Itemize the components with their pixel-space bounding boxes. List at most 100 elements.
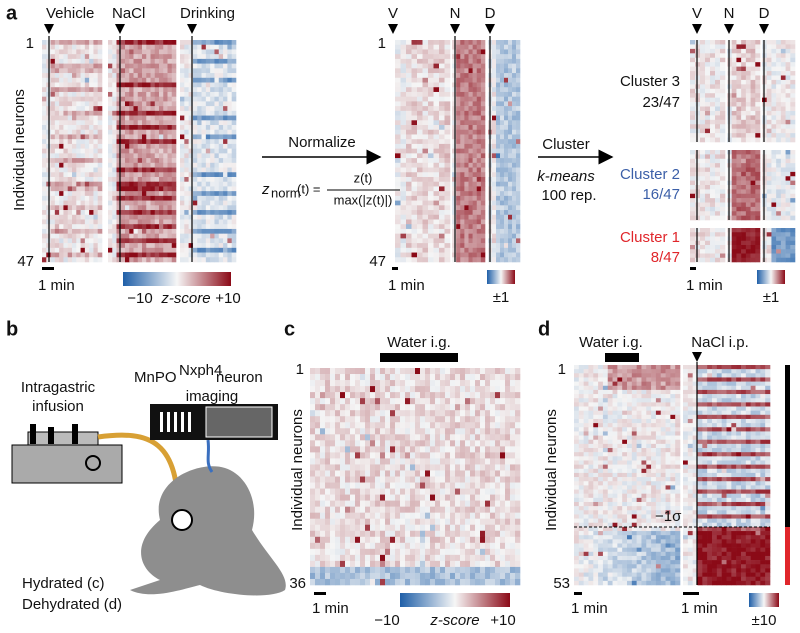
- heatmap-cell: [97, 143, 103, 149]
- heatmap-cell: [154, 96, 160, 102]
- heatmap-cell: [218, 120, 224, 126]
- heatmap-cell: [133, 134, 139, 140]
- heatmap-cell: [456, 143, 461, 149]
- heatmap-cell: [390, 422, 396, 429]
- heatmap-cell: [197, 49, 202, 55]
- heatmap-cell: [755, 102, 761, 107]
- heatmap-cell: [97, 257, 103, 263]
- heatmap-cell: [400, 238, 407, 244]
- heatmap-cell: [154, 219, 160, 225]
- heatmap-cell: [125, 257, 130, 263]
- heatmap-cell: [210, 238, 215, 244]
- heatmap-cell: [133, 73, 139, 79]
- heatmap-cell: [468, 68, 473, 74]
- heatmap-cell: [93, 106, 99, 112]
- heatmap-cell: [80, 257, 86, 263]
- heatmap-cell: [780, 79, 786, 85]
- heatmap-cell: [214, 210, 220, 216]
- heatmap-cell: [50, 238, 56, 244]
- heatmap-cell: [227, 148, 232, 154]
- heatmap-cell: [184, 129, 189, 135]
- heatmap-cell: [192, 139, 198, 145]
- heatmap-cell: [470, 380, 476, 387]
- heatmap-cell: [710, 124, 716, 129]
- heatmap-cell: [715, 253, 721, 259]
- heatmap-cell: [745, 40, 751, 45]
- heatmap-cell: [476, 158, 482, 164]
- heatmap-cell: [171, 120, 177, 126]
- heatmap-cell: [428, 134, 434, 140]
- heatmap-cell: [72, 214, 77, 220]
- heatmap-cell: [745, 133, 751, 138]
- heatmap-cell: [93, 219, 99, 225]
- heatmap-cell: [470, 440, 476, 447]
- heatmap-cell: [67, 120, 73, 126]
- heatmap-cell: [50, 186, 56, 192]
- heatmap-cell: [475, 464, 481, 471]
- heatmap-cell: [755, 93, 761, 98]
- heatmap-cell: [210, 200, 215, 206]
- heatmap-cell: [54, 58, 60, 64]
- heatmap-cell: [516, 252, 521, 258]
- heatmap-cell: [59, 219, 64, 225]
- heatmap-cell: [444, 143, 451, 149]
- heatmap-cell: [710, 53, 716, 59]
- heatmap-cell: [516, 40, 521, 46]
- heatmap-cell: [695, 57, 701, 63]
- heatmap-cell: [516, 101, 521, 107]
- heatmap-cell: [456, 224, 461, 230]
- heatmap-cell: [785, 48, 791, 54]
- heatmap-cell: [736, 66, 742, 72]
- heatmap-cell: [142, 96, 147, 102]
- heatmap-cell: [80, 162, 86, 168]
- heatmap-cell: [97, 96, 103, 102]
- heatmap-cell: [465, 464, 471, 471]
- heatmap-cell: [715, 154, 721, 160]
- heatmap-cell: [422, 148, 429, 154]
- heatmap-cell: [460, 96, 465, 102]
- heatmap-cell: [444, 87, 451, 93]
- heatmap-cell: [710, 79, 716, 85]
- heatmap-cell: [159, 228, 164, 234]
- heatmap-cell: [400, 446, 406, 453]
- heatmap-cell: [350, 428, 356, 435]
- heatmap-cell: [42, 63, 47, 69]
- heatmap-cell: [495, 392, 501, 399]
- heatmap-cell: [201, 101, 207, 107]
- heatmap-cell: [133, 44, 139, 50]
- heatmap-cell: [84, 63, 90, 69]
- heatmap-cell: [476, 200, 482, 206]
- heatmap-cell: [405, 398, 411, 405]
- heatmap-cell: [330, 368, 336, 375]
- heatmap-cell: [355, 446, 361, 453]
- heatmap-cell: [450, 386, 456, 393]
- heatmap-cell: [214, 219, 220, 225]
- heatmap-cell: [223, 54, 228, 60]
- heatmap-cell: [150, 195, 156, 201]
- heatmap-cell: [444, 252, 451, 258]
- heatmap-cell: [89, 82, 94, 88]
- heatmap-cell: [133, 125, 139, 131]
- heatmap-cell: [475, 374, 481, 381]
- heatmap-cell: [345, 452, 351, 459]
- heatmap-cell: [695, 119, 701, 125]
- heatmap-cell: [395, 106, 401, 112]
- heatmap-cell: [59, 44, 64, 50]
- heatmap-cell: [223, 195, 228, 201]
- heatmap-cell: [335, 380, 341, 387]
- heatmap-cell: [125, 153, 130, 159]
- heatmap-cell: [425, 398, 431, 405]
- heatmap-cell: [500, 470, 506, 477]
- heatmap-cell: [741, 84, 747, 90]
- heatmap-cell: [492, 158, 497, 164]
- heatmap-cell: [731, 215, 737, 221]
- heatmap-cell: [417, 44, 423, 50]
- heatmap-cell: [492, 191, 497, 197]
- heatmap-cell: [790, 57, 796, 63]
- heatmap-cell: [410, 422, 416, 429]
- heatmap-cell: [695, 249, 701, 254]
- heatmap-cell: [112, 238, 117, 244]
- heatmap-cell: [125, 125, 130, 131]
- heatmap-cell: [142, 63, 147, 69]
- heatmap-cell: [705, 75, 711, 81]
